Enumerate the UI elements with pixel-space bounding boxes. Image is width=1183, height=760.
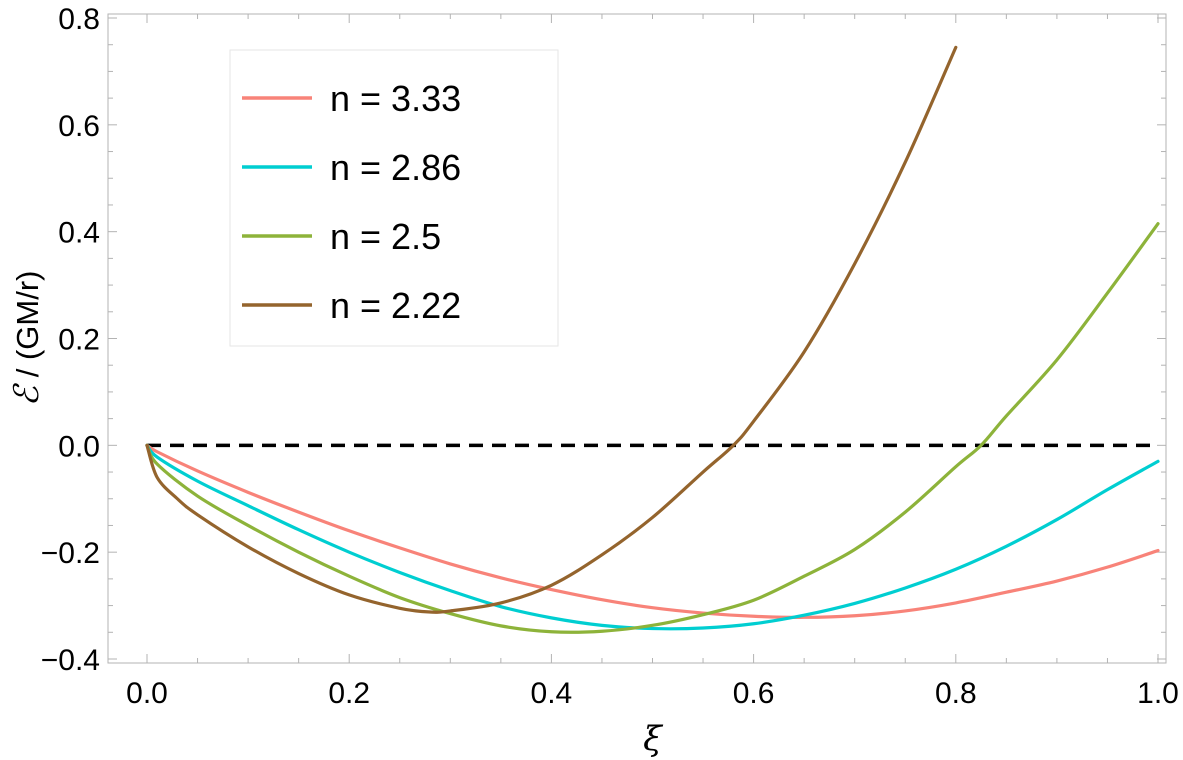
series-line-4 bbox=[145, 45, 958, 614]
y-tick-label: −0.2 bbox=[41, 537, 100, 570]
axis-ticks bbox=[108, 14, 1166, 663]
x-tick-label: 0.2 bbox=[328, 677, 370, 710]
legend-label-1: n = 3.33 bbox=[330, 78, 461, 119]
y-tick-label: 0.8 bbox=[58, 3, 100, 36]
legend-label-2: n = 2.86 bbox=[330, 147, 461, 188]
y-tick-label: −0.4 bbox=[41, 644, 100, 677]
series-group bbox=[145, 45, 1160, 634]
x-tick-label: 0.4 bbox=[531, 677, 573, 710]
series-line-3 bbox=[145, 222, 1160, 634]
x-tick-label: 0.8 bbox=[935, 677, 977, 710]
legend: n = 3.33 n = 2.86 n = 2.5 n = 2.22 bbox=[229, 49, 559, 347]
y-tick-label: 0.0 bbox=[58, 430, 100, 463]
series-line-1 bbox=[145, 443, 1160, 619]
y-tick-label: 0.6 bbox=[58, 110, 100, 143]
x-tick-label: 1.0 bbox=[1137, 677, 1179, 710]
x-axis-label: ξ bbox=[643, 719, 664, 759]
y-axis-label: ℰ / (GM/r) bbox=[7, 271, 47, 407]
y-axis-label-symbol: ℰ bbox=[7, 382, 47, 406]
x-tick-label: 0.0 bbox=[126, 677, 168, 710]
axis-tick-labels: 0.0 0.2 0.4 0.6 0.8 1.0 −0.4 −0.2 0.0 0.2 0.4 0.6 0.… bbox=[41, 3, 1179, 710]
y-axis-label-rest: / (GM/r) bbox=[10, 271, 45, 386]
x-tick-label: 0.6 bbox=[733, 677, 775, 710]
legend-label-4: n = 2.22 bbox=[330, 285, 461, 326]
y-tick-label: 0.2 bbox=[58, 324, 100, 357]
y-tick-label: 0.4 bbox=[58, 217, 100, 250]
legend-label-3: n = 2.5 bbox=[330, 216, 441, 257]
